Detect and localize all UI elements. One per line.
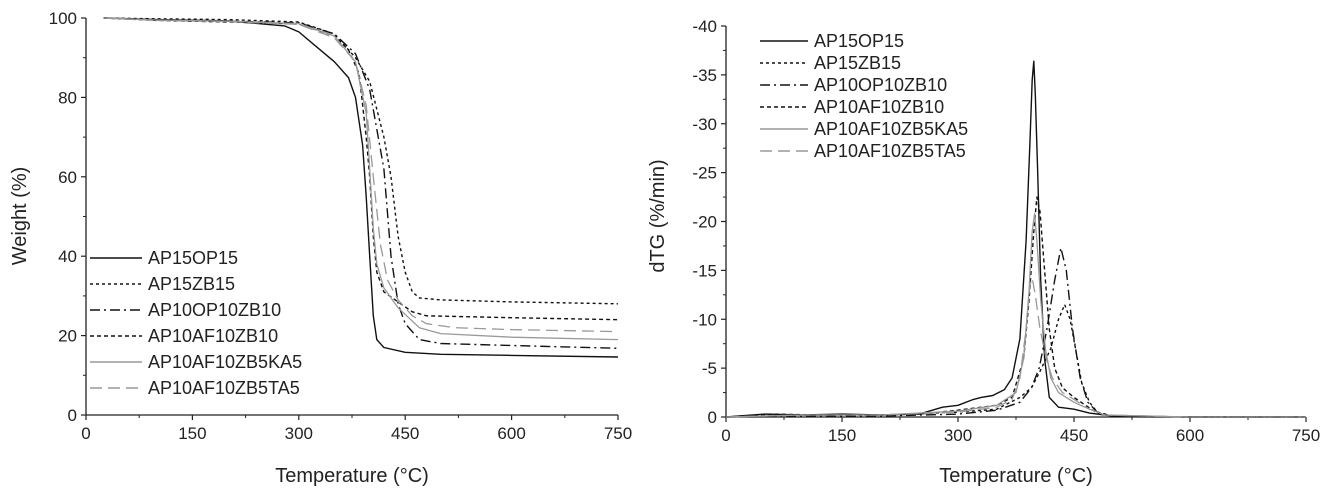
dtg-chart-series-line-ap10af10zb5ta5 bbox=[725, 277, 1306, 418]
weight-chart-legend: AP15OP15 AP15ZB15 AP10OP10ZB10 AP10AF10ZB10… bbox=[90, 248, 302, 398]
dtg-chart-legend-label: AP10OP10ZB10 bbox=[814, 75, 947, 95]
weight-chart-y-tick-label: 80 bbox=[58, 88, 77, 107]
weight-chart-series-line-ap15op15 bbox=[103, 17, 619, 358]
dtg-chart-y-tick-label: -10 bbox=[692, 310, 717, 329]
dtg-chart-y-tick-label: -40 bbox=[692, 17, 717, 36]
dtg-chart-series-line-ap15op15 bbox=[725, 60, 1306, 418]
weight-chart: Temperature (°C) Weight (%) 0 150 300 450 60… bbox=[9, 9, 632, 487]
weight-chart-legend-label: AP10AF10ZB5TA5 bbox=[148, 378, 300, 398]
weight-chart-x-tick-label: 0 bbox=[81, 424, 90, 443]
dtg-chart-x-tick-label: 600 bbox=[1176, 426, 1204, 445]
dtg-chart-y-tick-label: -15 bbox=[692, 261, 717, 280]
weight-chart-y-tick-label: 100 bbox=[49, 9, 77, 28]
dtg-chart-legend-label: AP10AF10ZB10 bbox=[814, 97, 944, 117]
dtg-chart-x-tick-label: 750 bbox=[1292, 426, 1320, 445]
dtg-chart-y-axis-title: dTG (%/min) bbox=[647, 159, 669, 272]
dtg-chart-x-tick-label: 450 bbox=[1060, 426, 1088, 445]
weight-chart-x-tick-label: 750 bbox=[604, 424, 632, 443]
weight-chart-x-tick-label: 150 bbox=[178, 424, 206, 443]
weight-chart-legend-label: AP10AF10ZB10 bbox=[148, 326, 278, 346]
weight-chart-legend-label: AP10AF10ZB5KA5 bbox=[148, 352, 302, 372]
dtg-chart-y-tick-label: -35 bbox=[692, 66, 717, 85]
weight-chart-y-tick-label: 40 bbox=[58, 247, 77, 266]
weight-chart-legend-label: AP10OP10ZB10 bbox=[148, 300, 281, 320]
weight-chart-series-line-ap10af10zb5ka5 bbox=[103, 17, 619, 341]
weight-chart-legend-label: AP15ZB15 bbox=[148, 274, 235, 294]
dtg-chart-x-tick-label: 300 bbox=[944, 426, 972, 445]
dtg-chart-y-tick-label: -20 bbox=[692, 213, 717, 232]
dtg-chart-y-tick-label: -25 bbox=[692, 164, 717, 183]
dtg-chart-series-line-ap10af10zb5ka5 bbox=[725, 213, 1306, 418]
dtg-chart-legend: AP15OP15AP15ZB15AP10OP10ZB10AP10AF10ZB10… bbox=[760, 31, 968, 161]
weight-chart-x-tick-label: 600 bbox=[497, 424, 525, 443]
weight-chart-legend-label: AP15OP15 bbox=[148, 248, 238, 268]
dtg-chart-legend-label: AP10AF10ZB5KA5 bbox=[814, 119, 968, 139]
weight-chart-x-tick-label: 450 bbox=[391, 424, 419, 443]
dtg-chart-y-tick-label: -30 bbox=[692, 115, 717, 134]
weight-chart-x-tick-label: 300 bbox=[285, 424, 313, 443]
dtg-chart-x-tick-label: 0 bbox=[721, 426, 730, 445]
weight-chart-x-axis-title: Temperature (°C) bbox=[275, 465, 429, 487]
weight-chart-series-line-ap10af10zb5ta5 bbox=[103, 17, 619, 333]
dtg-chart-series-line-ap10af10zb10 bbox=[725, 196, 1306, 418]
dtg-chart-y-tick-label: 0 bbox=[708, 408, 717, 427]
dtg-chart-x-axis-title: Temperature (°C) bbox=[939, 465, 1093, 487]
weight-chart-y-axis-title: Weight (%) bbox=[9, 167, 31, 266]
dtg-chart-y-tick-label: -5 bbox=[702, 359, 717, 378]
dtg-chart-legend-label: AP10AF10ZB5TA5 bbox=[814, 141, 966, 161]
weight-chart-y-tick-label: 60 bbox=[58, 168, 77, 187]
dtg-chart-legend-label: AP15ZB15 bbox=[814, 53, 901, 73]
weight-chart-series-line-ap10op10zb10 bbox=[103, 17, 619, 349]
dtg-chart-legend-label: AP15OP15 bbox=[814, 31, 904, 51]
weight-chart-y-tick-label: 20 bbox=[58, 327, 77, 346]
dtg-chart-series-line-ap15zb15 bbox=[725, 303, 1306, 418]
dtg-chart: Temperature (°C) dTG (%/min) 0 150 300 450 6… bbox=[647, 17, 1320, 487]
weight-chart-y-tick-label: 0 bbox=[68, 406, 77, 425]
dtg-chart-x-tick-label: 150 bbox=[828, 426, 856, 445]
